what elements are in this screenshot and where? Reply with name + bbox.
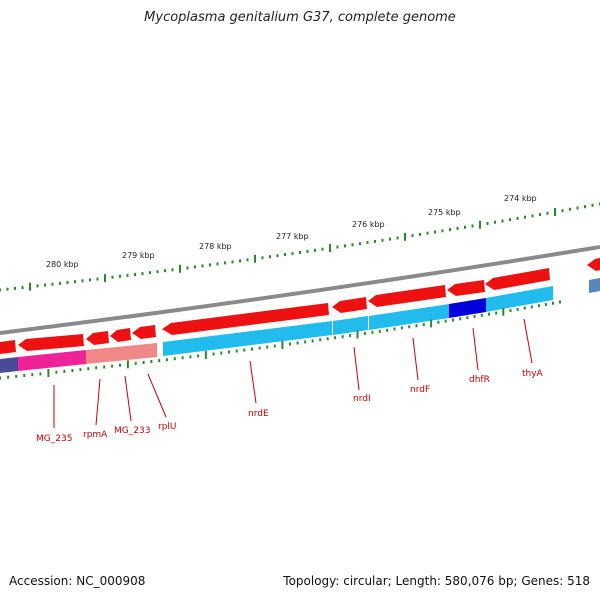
gene-labels: MG_235 rpmA MG_233 rplU nrdE nrdI nrdF d… (36, 369, 544, 444)
gene-label: thyA (522, 369, 544, 379)
cds-arrow (18, 334, 84, 351)
leader-line (472, 327, 479, 371)
leader-line (147, 373, 167, 418)
gene-block (86, 343, 157, 364)
gene-label: dhfR (469, 375, 490, 385)
gene-label: MG_233 (114, 426, 150, 436)
cds-arrow (368, 285, 446, 307)
cds-arrow (0, 340, 16, 354)
cds-arrow (587, 258, 600, 271)
gene-block (163, 321, 332, 356)
kbp-label: 275 kbp (428, 208, 461, 217)
gene-label: MG_235 (36, 434, 72, 444)
cds-arrow (447, 280, 485, 296)
gene-block (369, 304, 449, 330)
gene-block (449, 298, 486, 318)
gene-label: rpmA (83, 430, 108, 440)
cds-arrow (86, 331, 109, 345)
gene-block (0, 357, 18, 373)
leader-line (353, 346, 360, 391)
gene-label: nrdF (410, 385, 430, 395)
leader-line (95, 378, 101, 426)
kbp-label: 274 kbp (504, 194, 537, 203)
inner-ticks (0, 300, 561, 380)
genome-summary-text: Topology: circular; Length: 580,076 bp; … (283, 574, 590, 588)
gene-block (333, 316, 368, 335)
gene-block (18, 350, 86, 371)
kbp-label: 276 kbp (352, 220, 385, 229)
kbp-labels: 280 kbp 279 kbp 278 kbp 277 kbp 276 kbp … (46, 194, 537, 269)
kbp-label: 277 kbp (276, 232, 309, 241)
cds-track (0, 258, 600, 354)
accession-text: Accession: NC_000908 (9, 574, 146, 588)
genome-backbone (0, 245, 600, 335)
leader-line (124, 375, 132, 422)
gene-label: rplU (158, 422, 177, 432)
gene-block (589, 278, 600, 293)
cds-arrow (332, 297, 367, 313)
leader-line (412, 337, 419, 381)
cds-arrow (162, 303, 329, 335)
kbp-label: 278 kbp (199, 242, 232, 251)
leader-line (249, 360, 257, 404)
cds-arrow (132, 325, 156, 339)
gene-label-leaders (53, 318, 533, 428)
gene-label: nrdI (353, 394, 371, 404)
cds-arrow (485, 268, 550, 290)
leader-line (523, 318, 533, 364)
gene-block (486, 286, 553, 312)
gene-track (0, 278, 600, 373)
kbp-label: 280 kbp (46, 260, 79, 269)
gene-label: nrdE (248, 409, 269, 419)
map-title: Mycoplasma genitalium G37, complete geno… (144, 10, 456, 25)
outer-ticks (0, 202, 600, 292)
kbp-label: 279 kbp (122, 251, 155, 260)
cds-arrow (110, 328, 131, 342)
